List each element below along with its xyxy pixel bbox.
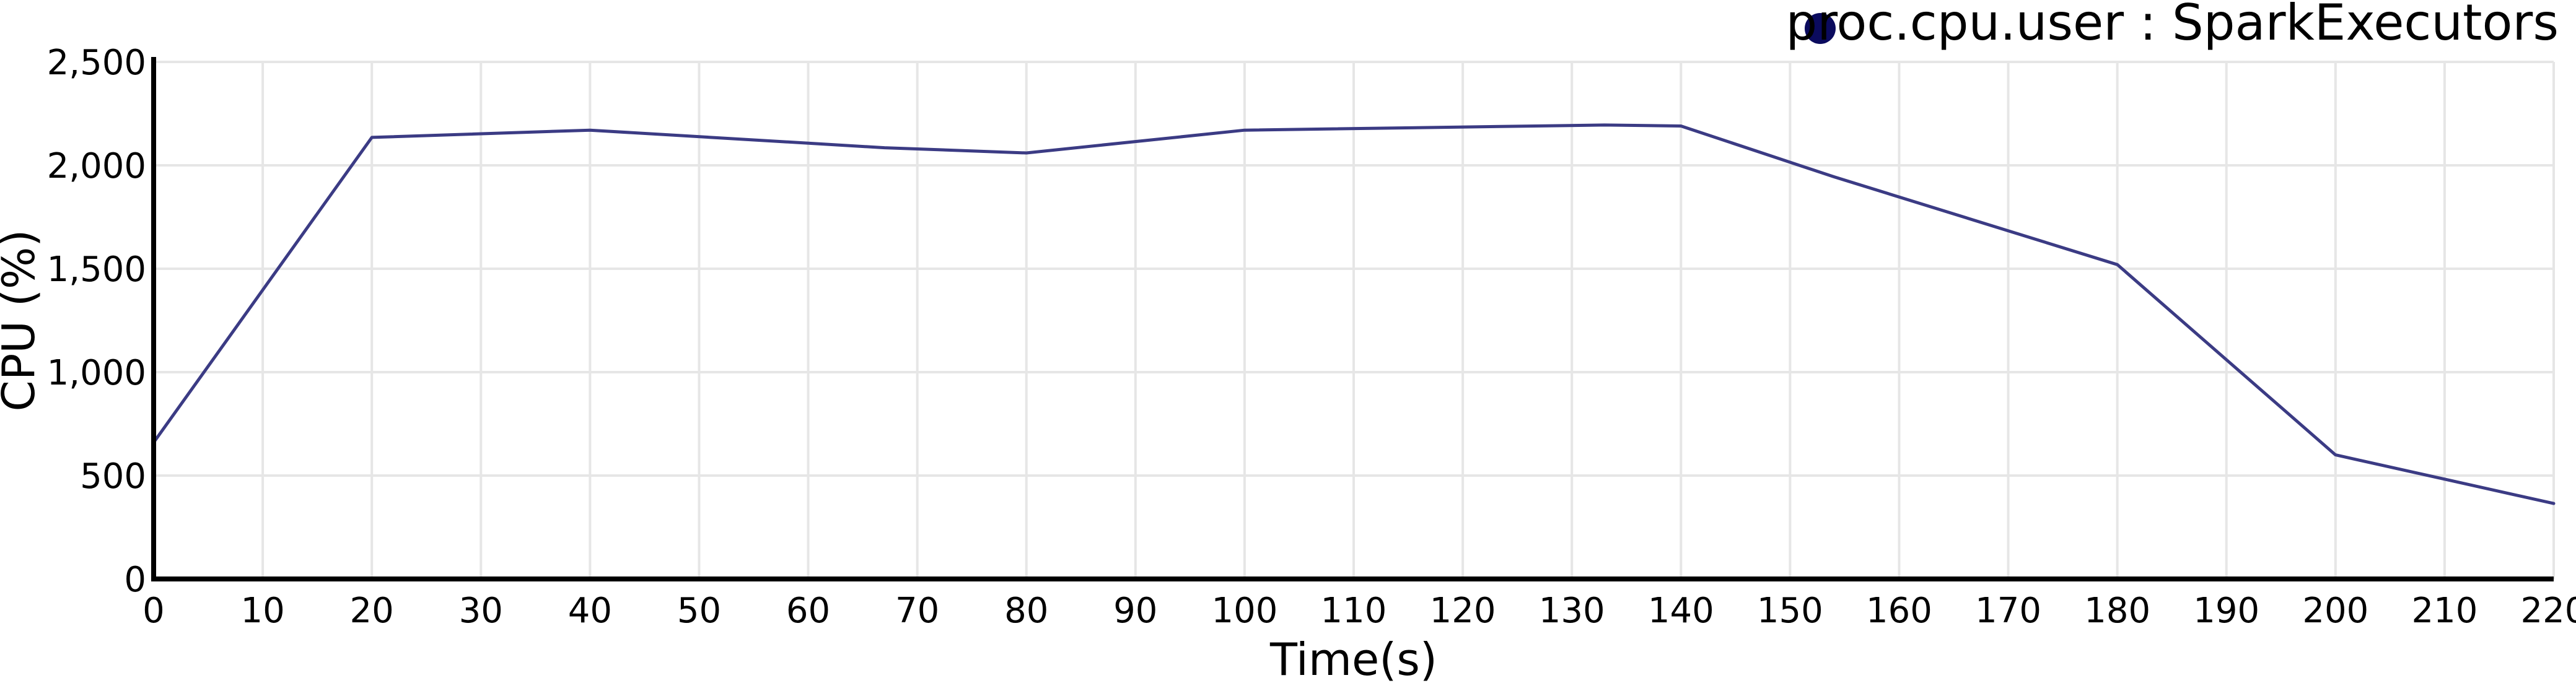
x-tick-label: 0	[142, 591, 165, 631]
x-tick-labels: 0 10 20 30 40 50 60 70 80 90 100 110 120 130 140 150 160…	[142, 591, 2576, 631]
x-tick-label: 90	[1113, 591, 1157, 631]
legend: proc.cpu.user : SparkExecutors	[1786, 0, 2559, 51]
x-tick-label: 110	[1321, 591, 1387, 631]
x-tick-label: 60	[786, 591, 830, 631]
x-tick-label: 200	[2302, 591, 2368, 631]
y-tick-labels: 0 500 1,000 1,500 2,000 2,500	[47, 43, 146, 600]
x-tick-label: 220	[2521, 591, 2576, 631]
y-tick-label: 500	[80, 456, 146, 497]
vertical-gridlines	[152, 62, 2555, 579]
x-tick-label: 150	[1757, 591, 1823, 631]
y-tick-label: 1,000	[47, 353, 146, 393]
x-tick-label: 160	[1866, 591, 1932, 631]
x-tick-label: 40	[568, 591, 612, 631]
x-tick-label: 100	[1211, 591, 1277, 631]
y-tick-label: 2,500	[47, 43, 146, 83]
series-layer	[152, 123, 2556, 505]
x-tick-label: 180	[2084, 591, 2150, 631]
x-tick-label: 130	[1539, 591, 1605, 631]
y-tick-label: 2,000	[47, 146, 146, 186]
x-tick-label: 10	[240, 591, 284, 631]
x-tick-label: 190	[2193, 591, 2259, 631]
legend-marker-icon	[1805, 13, 1836, 44]
x-tick-label: 210	[2411, 591, 2477, 631]
x-tick-label: 140	[1648, 591, 1714, 631]
legend-label: proc.cpu.user : SparkExecutors	[1786, 0, 2559, 51]
x-tick-label: 50	[677, 591, 721, 631]
x-tick-label: 120	[1430, 591, 1496, 631]
y-tick-label: 1,500	[47, 250, 146, 290]
x-tick-label: 170	[1975, 591, 2041, 631]
x-axis-title: Time(s)	[1269, 633, 1437, 683]
x-tick-label: 80	[1004, 591, 1048, 631]
x-tick-label: 30	[459, 591, 503, 631]
x-tick-label: 70	[895, 591, 939, 631]
x-tick-label: 20	[350, 591, 394, 631]
y-tick-label: 0	[124, 560, 146, 600]
series-line	[152, 123, 2556, 505]
y-axis-title: CPU (%)	[0, 230, 45, 412]
